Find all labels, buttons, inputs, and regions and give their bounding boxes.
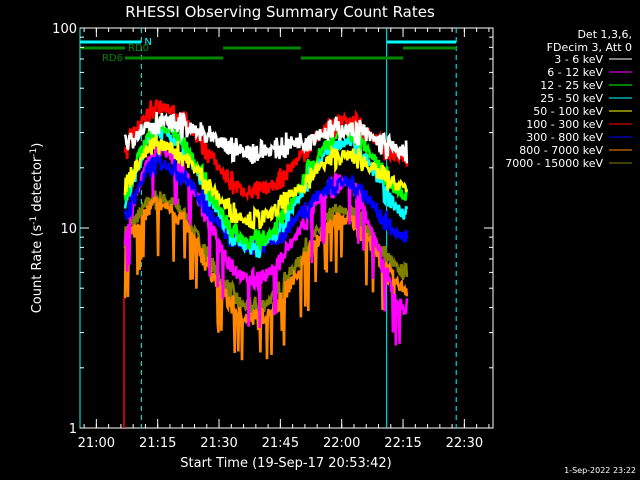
y-axis-ticks: 1 10 100 [52, 22, 493, 437]
y-tick-label: 10 [60, 222, 77, 237]
x-tick-label: 21:00 [78, 436, 115, 451]
series-line [123, 142, 409, 346]
x-axis-ticks: 21:00 21:15 21:30 21:45 22:00 22:15 22:30 [78, 28, 490, 451]
rd0-flag-bar-label: RD0 [128, 43, 149, 54]
rd6-flag-bar-label: RD6 [102, 53, 123, 64]
series-line [123, 196, 409, 361]
series-layer [123, 99, 409, 428]
chart-title: RHESSI Observing Summary Count Rates [125, 3, 435, 21]
plot-timestamp: 1-Sep-2022 23:22 [564, 466, 636, 475]
x-tick-label: 22:00 [323, 436, 360, 451]
legend-entry-label: 3 - 6 keV [554, 53, 603, 66]
legend-header: FDecim 3, Att 0 [547, 41, 632, 54]
night-flag-bar-label: N [144, 37, 151, 48]
x-tick-label: 21:15 [139, 436, 176, 451]
legend-entry-label: 300 - 800 keV [526, 131, 603, 144]
legend-entry-label: 25 - 50 keV [540, 92, 603, 105]
legend-entry-label: 7000 - 15000 keV [505, 157, 603, 170]
legend-entry-label: 100 - 300 keV [526, 118, 603, 131]
legend-entry-label: 6 - 12 keV [547, 66, 603, 79]
x-tick-label: 21:30 [200, 436, 237, 451]
series-line [123, 135, 409, 230]
x-axis-label: Start Time (19-Sep-17 20:53:42) [180, 456, 391, 471]
legend-entry-label: 800 - 7000 keV [519, 144, 603, 157]
legend-entry-label: 12 - 25 keV [540, 79, 603, 92]
y-axis-label: Count Rate (s-1 detector-1) [29, 143, 45, 314]
y-tick-label: 1 [69, 422, 77, 437]
y-tick-label: 100 [52, 22, 77, 37]
series-line [123, 111, 409, 164]
legend-header: Det 1,3,6, [577, 28, 632, 41]
x-tick-label: 21:45 [262, 436, 299, 451]
legend-entry-label: 50 - 100 keV [533, 105, 603, 118]
x-tick-label: 22:30 [446, 436, 483, 451]
x-tick-label: 22:15 [384, 436, 421, 451]
